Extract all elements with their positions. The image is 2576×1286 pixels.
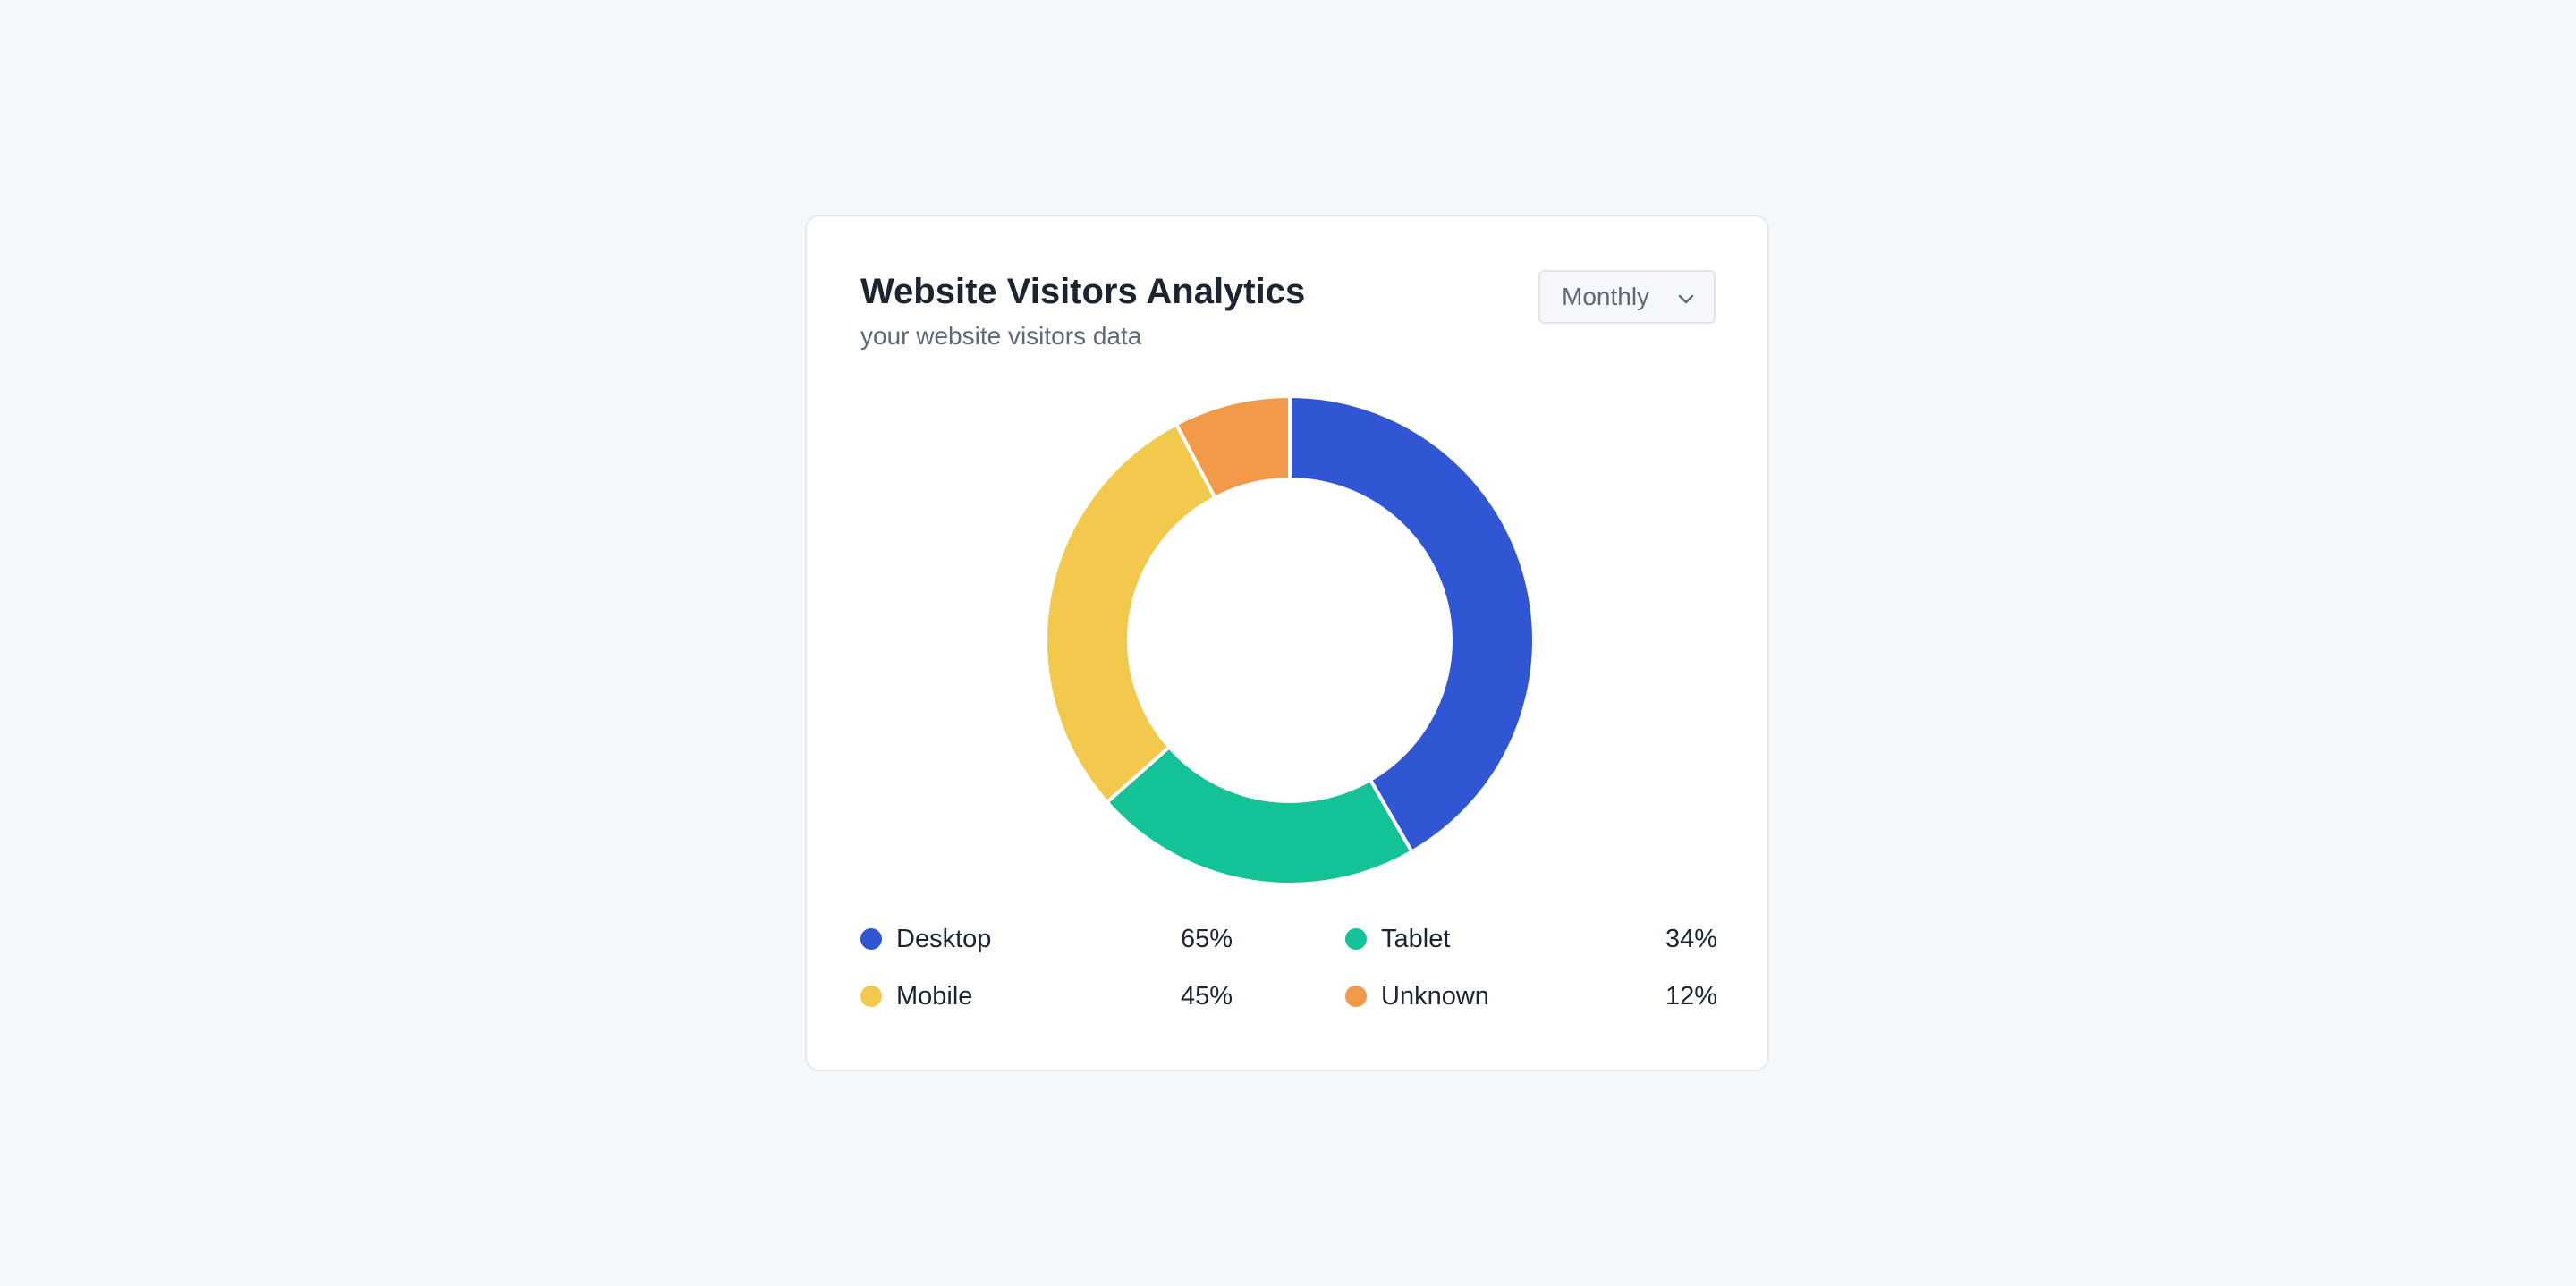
legend-label-desktop: Desktop: [896, 924, 992, 953]
analytics-card: Website Visitors Analytics your website …: [805, 215, 1769, 1071]
chevron-down-icon: [1678, 294, 1694, 304]
legend-dot-unknown: [1345, 986, 1367, 1007]
legend-label-unknown: Unknown: [1381, 981, 1489, 1011]
legend-value-unknown: 12%: [1665, 982, 1717, 1011]
legend-dot-mobile: [860, 986, 882, 1007]
donut-slice-tablet[interactable]: [1105, 745, 1414, 886]
legend-value-mobile: 45%: [1180, 982, 1233, 1011]
card-subtitle: your website visitors data: [860, 322, 1142, 350]
legend-value-desktop: 65%: [1180, 925, 1233, 953]
legend-label-mobile: Mobile: [896, 981, 973, 1011]
donut-slice-desktop[interactable]: [1288, 394, 1536, 854]
legend-item-tablet: Tablet: [1345, 921, 1450, 957]
legend-dot-desktop: [860, 928, 882, 950]
legend-value-tablet: 34%: [1665, 925, 1717, 953]
card-title: Website Visitors Analytics: [860, 272, 1306, 311]
donut-slice-unknown[interactable]: [1174, 394, 1292, 500]
legend-label-tablet: Tablet: [1381, 924, 1451, 953]
donut-slice-mobile[interactable]: [1044, 422, 1217, 805]
legend-dot-tablet: [1345, 928, 1367, 950]
donut-chart: [1044, 394, 1536, 886]
legend-item-desktop: Desktop: [860, 921, 991, 957]
legend-item-mobile: Mobile: [860, 978, 972, 1014]
period-dropdown[interactable]: Monthly: [1538, 270, 1716, 324]
period-dropdown-label: Monthly: [1562, 283, 1650, 310]
legend-item-unknown: Unknown: [1345, 978, 1489, 1014]
